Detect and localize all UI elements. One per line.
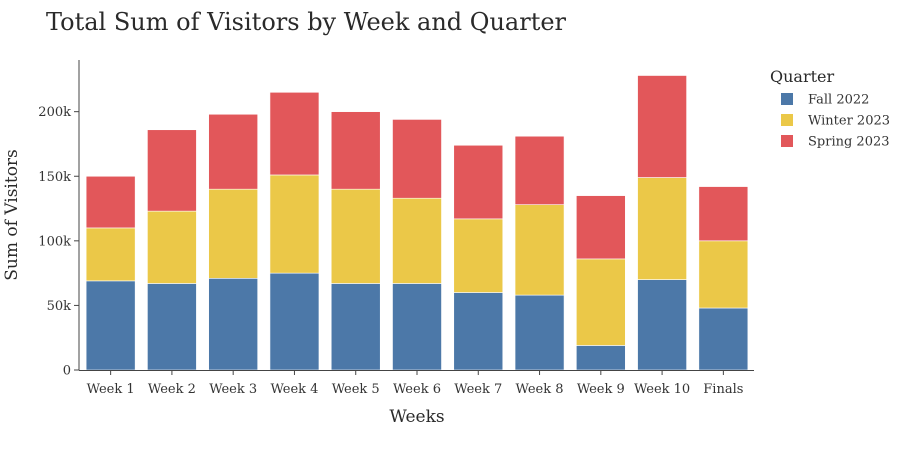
bar-segment-7-series-3 [453,144,504,220]
x-tick-label-7: Week 7 [454,382,502,397]
x-tick-label-8: Week 8 [516,382,564,397]
legend-title: Quarter [770,67,835,86]
bars-group [85,75,749,371]
bar-segment-10-series-1 [637,279,687,371]
bar-segment-9-series-1 [576,345,626,371]
x-tick-label-2: Week 2 [148,382,196,397]
y-axis-title: Sum of Visitors [2,149,22,281]
y-tick-label-5: 200k [38,105,71,120]
legend: Quarter Fall 2022 Winter 2023 Spring 2023 [770,67,890,150]
x-axis-title: Weeks [389,407,444,427]
bar-segment-9-series-3 [576,195,626,260]
bar-segment-11-series-2 [698,240,749,309]
bar-segment-9-series-2 [576,258,626,346]
bar-segment-4-series-3 [269,91,320,176]
chart-title: Total Sum of Visitors by Week and Quarte… [46,8,567,36]
bar-segment-3-series-2 [208,188,258,279]
bar-segment-1-series-1 [85,280,136,371]
bar-segment-5-series-3 [330,111,381,190]
x-tick-label-3: Week 3 [209,382,257,397]
y-tick-label-3: 100k [38,234,71,249]
bar-segment-2-series-3 [147,129,197,212]
legend-swatch-3 [781,135,793,147]
legend-label-1: Fall 2022 [808,93,869,108]
bar-segment-7-series-2 [453,218,504,293]
bar-segment-8-series-3 [514,135,565,205]
legend-swatch-1 [781,93,793,105]
bar-segment-11-series-3 [698,186,749,242]
bar-segment-8-series-1 [514,294,565,371]
bar-segment-2-series-2 [147,210,197,284]
bar-segment-1-series-3 [85,175,136,229]
y-axis: 0 50k 100k 150k 200k [38,60,80,379]
x-tick-label-5: Week 5 [332,382,380,397]
bar-segment-7-series-1 [453,292,504,371]
bar-segment-10-series-2 [637,177,687,280]
bar-segment-5-series-1 [330,283,381,371]
bar-segment-6-series-2 [392,197,442,284]
x-tick-label-10: Week 10 [634,382,690,397]
bar-segment-11-series-1 [698,307,749,371]
x-tick-label-9: Week 9 [577,382,625,397]
bar-segment-4-series-2 [269,174,320,274]
bar-segment-6-series-1 [392,283,442,371]
bar-segment-8-series-2 [514,204,565,296]
bar-segment-10-series-3 [637,75,687,178]
bar-segment-1-series-2 [85,227,136,282]
y-tick-label-4: 150k [38,170,71,185]
bar-segment-3-series-3 [208,113,258,190]
bar-segment-2-series-1 [147,283,197,371]
bar-segment-4-series-1 [269,272,320,371]
legend-swatch-2 [781,114,793,126]
legend-items: Fall 2022 Winter 2023 Spring 2023 [781,93,890,150]
bar-segment-6-series-3 [392,119,442,199]
x-tick-label-1: Week 1 [87,382,135,397]
x-tick-label-11: Finals [703,382,743,397]
legend-label-2: Winter 2023 [808,114,890,129]
y-tick-label-2: 50k [47,299,72,314]
y-tick-label-1: 0 [63,364,71,379]
bar-segment-3-series-1 [208,277,258,371]
x-axis: Week 1 Week 2 Week 3 Week 4 Week 5 Week 6 Week… [79,370,754,397]
legend-label-3: Spring 2023 [808,135,890,150]
x-tick-label-6: Week 6 [393,382,441,397]
bar-segment-5-series-2 [330,188,381,284]
x-tick-label-4: Week 4 [270,382,318,397]
